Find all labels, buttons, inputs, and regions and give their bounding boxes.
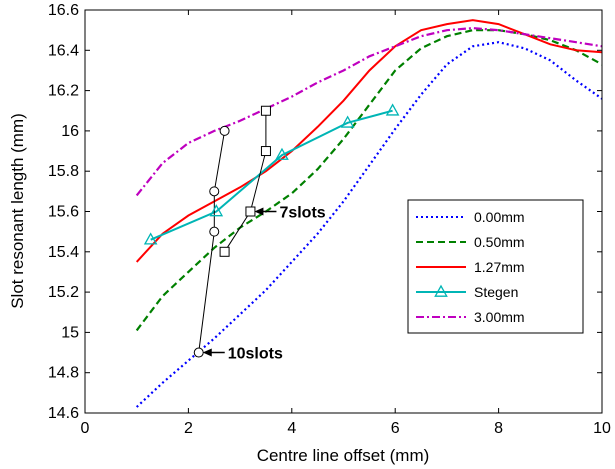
x-axis-label: Centre line offset (mm): [257, 446, 430, 465]
series-line-3.00mm: [135, 26, 603, 197]
marker-7slots: [245, 206, 256, 217]
y-tick-label: 15.6: [48, 204, 79, 221]
marker-layer: [143, 103, 400, 358]
series-line-Stegen: [150, 109, 393, 241]
y-tick-label: 16: [61, 123, 79, 140]
y-tick-label: 14.6: [48, 405, 79, 422]
series-layer: [135, 19, 603, 408]
legend-label-0.00mm: 0.00mm: [474, 209, 525, 225]
marker-7slots: [260, 146, 271, 157]
x-tick-label: 8: [494, 420, 503, 437]
y-tick-label: 16.4: [48, 42, 79, 59]
annotation-label: 7slots: [279, 205, 325, 222]
y-tick-label: 15: [61, 324, 79, 341]
y-tick-label: 15.4: [48, 244, 79, 261]
y-tick-label: 15.8: [48, 163, 79, 180]
x-tick-label: 10: [593, 420, 611, 437]
legend-label-0.50mm: 0.50mm: [474, 234, 525, 250]
y-tick-label: 15.2: [48, 284, 79, 301]
x-tick-label: 0: [81, 420, 90, 437]
series-line-0.00mm: [135, 41, 603, 408]
y-tick-label: 16.2: [48, 83, 79, 100]
annotation-layer: 7slots 10slots: [202, 205, 326, 363]
series-marker-Stegen: [275, 147, 289, 160]
series-marker-Stegen: [385, 103, 400, 116]
marker-10slots: [193, 347, 204, 358]
annotation-arrow-head: [254, 207, 264, 216]
marker-7slots: [260, 105, 271, 116]
x-tick-label: 6: [391, 420, 400, 437]
marker-10slots: [209, 226, 220, 237]
y-axis-label: Slot resonant length (mm): [8, 113, 27, 309]
legend: 0.00mm 0.50mm 1.27mm Stegen 3.00mm: [407, 199, 584, 334]
legend-label-Stegen: Stegen: [474, 284, 518, 300]
marker-10slots: [209, 186, 220, 197]
marker-10slots: [219, 125, 230, 136]
tick-layer: 0 2 4 6 8 10 14.6 14.8 15 15.2 15.4 15.6 15.8 16 16.2 1…: [48, 2, 611, 437]
x-tick-label: 2: [184, 420, 193, 437]
legend-label-3.00mm: 3.00mm: [474, 309, 525, 325]
legend-marker-Stegen: [434, 284, 448, 297]
legend-label-1.27mm: 1.27mm: [474, 259, 525, 275]
series-line-7slots: [224, 110, 267, 253]
series-line-10slots: [198, 130, 226, 353]
annotation-label: 10slots: [228, 346, 283, 363]
annotation-arrow-head: [202, 348, 212, 357]
marker-7slots: [219, 246, 230, 257]
y-tick-label: 14.8: [48, 365, 79, 382]
series-marker-Stegen: [143, 232, 158, 245]
series-marker-Stegen: [209, 204, 224, 217]
y-tick-label: 16.6: [48, 2, 79, 19]
x-tick-label: 4: [287, 420, 296, 437]
series-marker-Stegen: [340, 115, 355, 128]
